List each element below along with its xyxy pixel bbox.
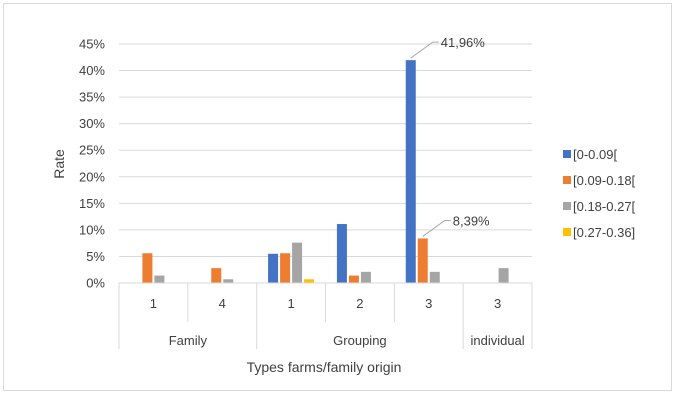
legend-swatch [563, 228, 571, 236]
x-axis-label: Types farms/family origin [247, 359, 402, 375]
bar-chart: Rate Types farms/family origin 0% 5% 10% 15… [51, 35, 636, 375]
legend-swatch [563, 176, 571, 184]
y-tick-label: 5% [86, 249, 105, 264]
x-axis: 1 4 Family 1 2 3 Grouping 3 individual [118, 282, 533, 349]
bar [142, 253, 153, 283]
data-label: 41,96% [441, 35, 486, 50]
bar [429, 271, 440, 283]
bar [223, 279, 234, 283]
x-tick-label: 1 [287, 296, 294, 311]
bar [304, 279, 315, 283]
bar [336, 224, 347, 283]
bar [280, 253, 291, 283]
bar [268, 253, 279, 283]
y-tick-label: 30% [79, 116, 105, 131]
x-tick-label: 1 [150, 296, 157, 311]
chart-frame: Rate Types farms/family origin 0% 5% 10% 15… [3, 3, 672, 391]
legend: [0-0.09[ [0.09-0.18[ [0.18-0.27[ [0.27-0.36… [563, 147, 636, 240]
y-axis-ticks: 0% 5% 10% 15% 20% 25% 30% 35% 40% 45% [79, 37, 105, 291]
bar [417, 238, 428, 283]
legend-label: [0.27-0.36] [573, 225, 635, 240]
y-tick-label: 40% [79, 63, 105, 78]
data-labels: 41,96% 8,39% [410, 35, 490, 237]
x-group-label: individual [470, 333, 524, 348]
y-axis-label: Rate [51, 149, 67, 179]
y-tick-label: 15% [79, 196, 105, 211]
gridlines [119, 43, 532, 284]
legend-swatch [563, 202, 571, 210]
bars [142, 60, 509, 283]
bar [292, 242, 303, 283]
bar [154, 275, 165, 283]
x-tick-label: 4 [219, 296, 226, 311]
x-tick-label: 2 [356, 296, 363, 311]
data-label: 8,39% [453, 213, 490, 228]
y-tick-label: 25% [79, 143, 105, 158]
bar [348, 275, 359, 283]
x-tick-label: 3 [494, 296, 501, 311]
legend-label: [0.18-0.27[ [573, 199, 636, 214]
bar [498, 268, 509, 283]
y-tick-label: 10% [79, 222, 105, 237]
x-group-label: Family [169, 333, 208, 348]
y-tick-label: 45% [79, 37, 105, 52]
data-label-leader [410, 41, 439, 59]
legend-swatch [563, 150, 571, 158]
bar [405, 60, 416, 283]
x-tick-label: 3 [425, 296, 432, 311]
legend-label: [0.09-0.18[ [573, 173, 636, 188]
bar [360, 271, 371, 283]
y-tick-label: 0% [86, 276, 105, 291]
legend-label: [0-0.09[ [573, 147, 617, 162]
y-tick-label: 20% [79, 169, 105, 184]
bar [211, 268, 222, 283]
x-group-label: Grouping [333, 333, 386, 348]
data-label-leader [422, 219, 451, 237]
y-tick-label: 35% [79, 90, 105, 105]
